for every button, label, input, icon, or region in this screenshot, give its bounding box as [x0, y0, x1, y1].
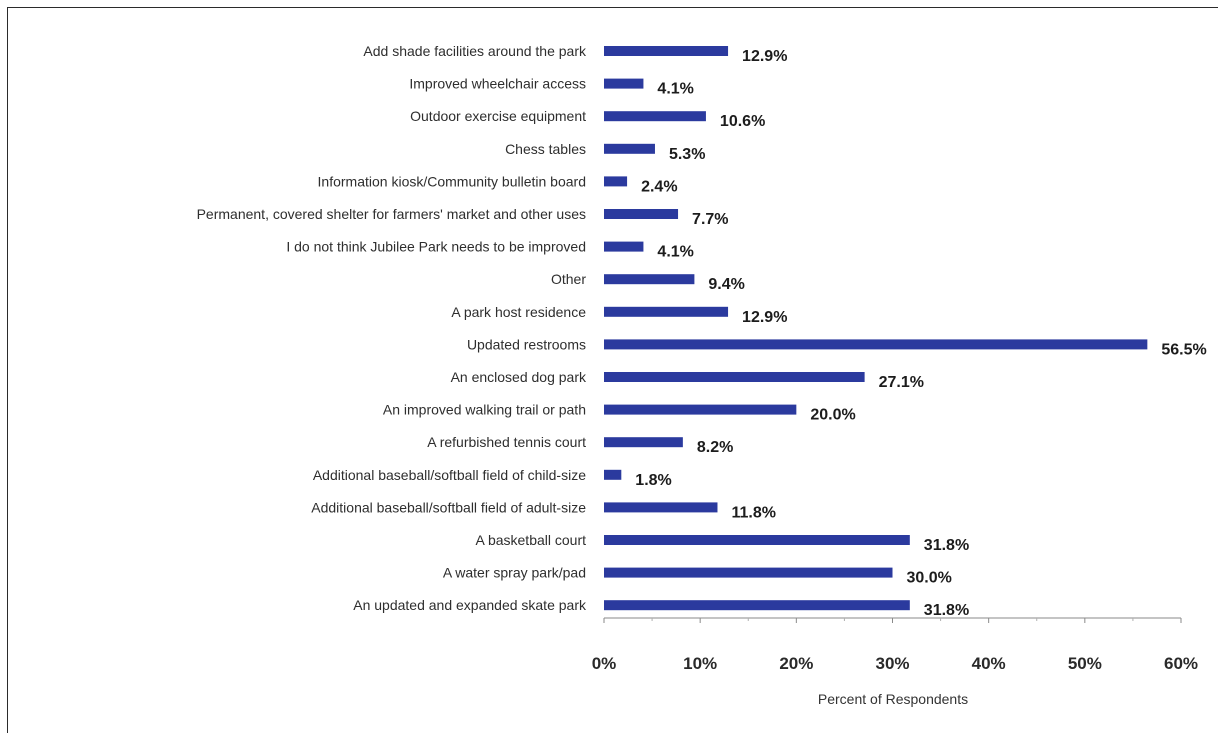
x-tick-label: 20%: [779, 654, 813, 673]
x-tick-label: 60%: [1164, 654, 1198, 673]
bar: [604, 241, 644, 252]
category-label: Information kiosk/Community bulletin boa…: [318, 173, 586, 189]
category-label: A park host residence: [451, 304, 586, 320]
value-label: 12.9%: [742, 48, 787, 65]
value-label: 12.9%: [742, 309, 787, 326]
value-label: 11.8%: [731, 504, 775, 521]
category-label: A basketball court: [475, 532, 586, 548]
category-label: Improved wheelchair access: [409, 76, 586, 92]
value-label: 31.8%: [924, 537, 969, 554]
value-label: 31.8%: [924, 602, 969, 619]
category-label: Additional baseball/softball field of ad…: [311, 499, 586, 515]
bar: [604, 306, 729, 317]
bar: [604, 404, 797, 415]
value-label: 30.0%: [907, 570, 952, 587]
bar: [604, 274, 695, 285]
value-label: 4.1%: [657, 244, 693, 261]
bar: [604, 143, 655, 154]
value-label: 4.1%: [657, 81, 693, 98]
x-axis-title: Percent of Respondents: [818, 691, 968, 707]
x-tick-label: 10%: [683, 654, 717, 673]
value-label: 8.2%: [697, 439, 733, 456]
bar: [604, 176, 628, 187]
bar: [604, 209, 679, 219]
bar: [604, 567, 893, 578]
category-label: Permanent, covered shelter for farmers' …: [197, 206, 586, 222]
x-axis: 0% 10% 20% 30% 40% 50% 60%: [592, 617, 1198, 673]
value-label: 20.0%: [810, 407, 855, 424]
category-label: An enclosed dog park: [451, 369, 587, 385]
bar: [604, 372, 865, 382]
bar: [604, 339, 1148, 350]
value-labels-group: 12.9% 4.1% 10.6% 5.3% 2.4% 7.7% 4.1% 9.4% 12.9% 5…: [635, 48, 1206, 619]
value-label: 1.8%: [635, 472, 671, 489]
bar: [604, 46, 729, 56]
bar: [604, 111, 706, 122]
category-label: Additional baseball/softball field of ch…: [313, 467, 586, 483]
x-tick-label: 40%: [972, 654, 1006, 673]
category-label: I do not think Jubilee Park needs to be …: [286, 239, 586, 255]
category-label: An updated and expanded skate park: [353, 597, 587, 613]
category-label: Other: [551, 271, 586, 287]
x-tick-label: 50%: [1068, 654, 1102, 673]
bars-group: [604, 46, 1148, 611]
bar: [604, 469, 622, 480]
bar: [604, 535, 910, 545]
category-label: Updated restrooms: [467, 336, 586, 352]
chart-frame: [7, 7, 1218, 733]
category-label: Outdoor exercise equipment: [410, 108, 586, 124]
value-label: 10.6%: [720, 113, 765, 130]
bar: [604, 502, 718, 513]
value-label: 7.7%: [692, 211, 728, 228]
category-label: A refurbished tennis court: [427, 434, 586, 450]
value-label: 27.1%: [879, 374, 924, 391]
bar: [604, 78, 644, 89]
category-labels-group: Add shade facilities around the park Impr…: [197, 43, 587, 613]
bar: [604, 600, 910, 611]
value-label: 56.5%: [1161, 341, 1206, 358]
category-label: A water spray park/pad: [443, 565, 586, 581]
bar: [604, 437, 683, 448]
category-label: Chess tables: [505, 141, 586, 157]
value-label: 2.4%: [641, 178, 677, 195]
value-label: 5.3%: [669, 146, 705, 163]
value-label: 9.4%: [708, 276, 744, 293]
category-label: An improved walking trail or path: [383, 402, 586, 418]
x-tick-label: 30%: [875, 654, 909, 673]
category-label: Add shade facilities around the park: [363, 43, 587, 59]
x-tick-label: 0%: [592, 654, 617, 673]
